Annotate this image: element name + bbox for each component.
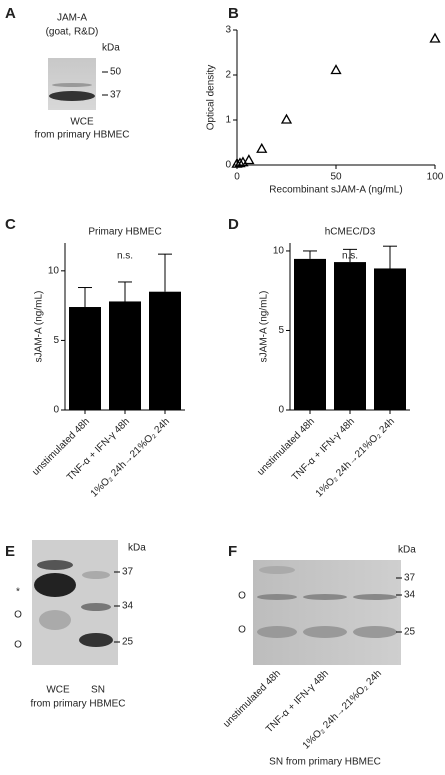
size-marker: 37 (122, 567, 134, 578)
blot-a-image (48, 58, 96, 110)
panel-letter: C (5, 216, 16, 233)
y-tick-label: 5 (53, 335, 59, 346)
x-tick-label: 1%O₂ 24h→21%O₂ 24h (89, 416, 172, 499)
point (234, 157, 246, 168)
point (429, 32, 441, 43)
size-marker: 50 (110, 67, 122, 78)
y-tick-label: 0 (278, 405, 284, 416)
band-symbol: * (16, 587, 20, 598)
blot-subtitle: (goat, R&D) (46, 27, 99, 38)
y-tick-label: 10 (273, 246, 285, 257)
y-tick-label: 5 (278, 325, 284, 336)
point (330, 64, 342, 75)
bar (69, 307, 101, 410)
panel-letter: F (228, 543, 237, 560)
panel-letter: A (5, 5, 16, 22)
blot-e-image (32, 540, 118, 665)
band-symbol: O (14, 640, 22, 651)
bar (109, 301, 141, 410)
caption: from primary HBMEC (34, 130, 129, 141)
y-axis-label: sJAM-A (ng/mL) (34, 291, 45, 363)
blot-title: JAM-A (57, 13, 87, 24)
x-tick-label: 0 (234, 172, 240, 183)
x-axis-label: Recombinant sJAM-A (ng/mL) (269, 185, 402, 196)
size-marker: 34 (404, 590, 416, 601)
y-tick-label: 0 (225, 160, 231, 171)
x-tick-label: 50 (330, 172, 342, 183)
caption: SN from primary HBMEC (269, 757, 381, 768)
caption: from primary HBMEC (30, 699, 125, 710)
y-tick-label: 1 (225, 115, 231, 126)
size-marker: 37 (404, 573, 416, 584)
panel-letter: D (228, 216, 239, 233)
blot-f-image (253, 560, 401, 665)
panel-letter: B (228, 5, 239, 22)
y-tick-label: 10 (48, 265, 60, 276)
point (280, 113, 293, 124)
y-tick-label: 3 (225, 25, 231, 36)
chart-title: Primary HBMEC (88, 227, 161, 238)
size-marker: 34 (122, 601, 134, 612)
point (256, 142, 268, 153)
y-axis-label: Optical density (206, 65, 217, 131)
bar (149, 291, 181, 410)
size-marker: 37 (110, 90, 122, 101)
band-symbol: O (14, 610, 22, 621)
bar (294, 258, 326, 410)
lane-label: WCE (46, 685, 70, 696)
panel-letter: E (5, 543, 15, 560)
x-tick-label: 100 (427, 172, 444, 183)
x-tick-label: 1%O₂ 24h→21%O₂ 24h (314, 416, 397, 499)
band-symbol: O (238, 591, 246, 602)
size-unit: kDa (102, 43, 120, 54)
lane-label: SN (91, 685, 105, 696)
y-tick-label: 0 (53, 405, 59, 416)
bar (374, 268, 406, 410)
chart-title: hCMEC/D3 (325, 227, 376, 238)
size-unit: kDa (398, 545, 416, 556)
size-unit: kDa (128, 543, 146, 554)
annotation: n.s. (117, 251, 133, 262)
caption: WCE (70, 117, 94, 128)
size-marker: 25 (404, 627, 416, 638)
bar (334, 262, 366, 410)
band-symbol: O (238, 625, 246, 636)
point (243, 154, 255, 165)
size-marker: 25 (122, 637, 134, 648)
y-tick-label: 2 (225, 70, 231, 81)
y-axis-label: sJAM-A (ng/mL) (259, 291, 270, 363)
